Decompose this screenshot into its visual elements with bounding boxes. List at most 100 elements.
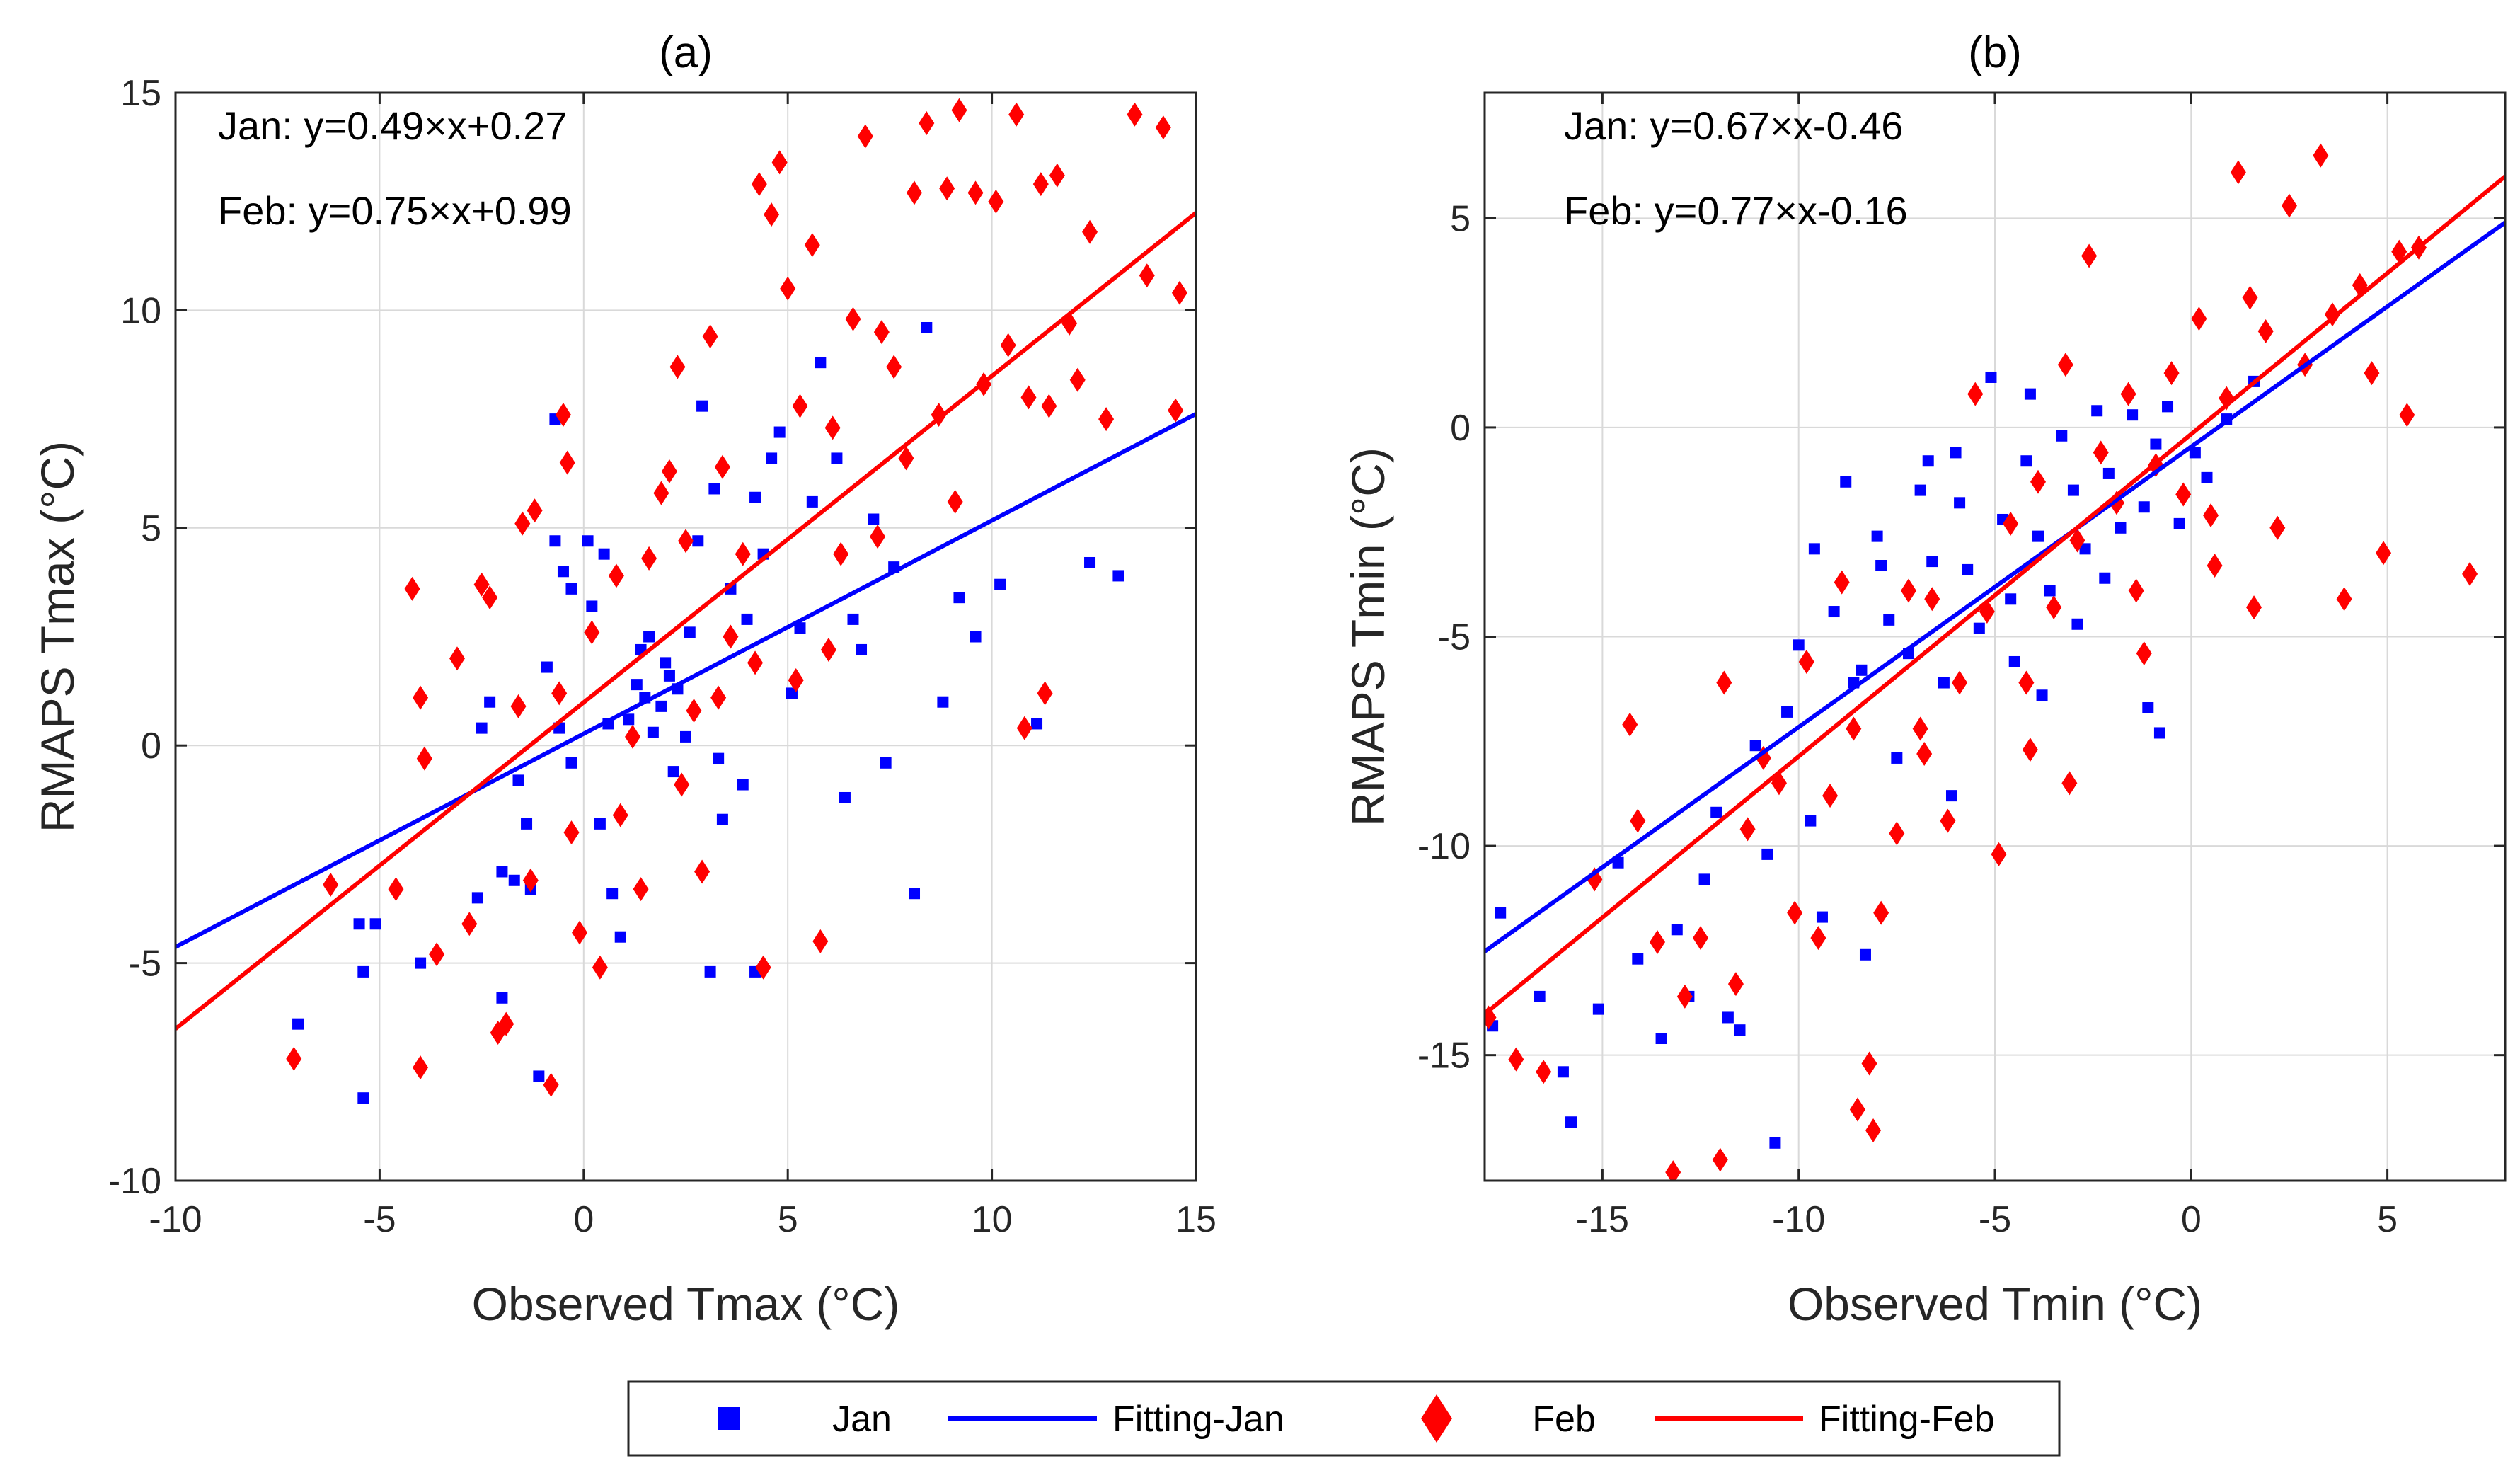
data-point-feb [527, 498, 543, 523]
data-point-jan [1592, 1003, 1604, 1015]
data-point-feb [633, 877, 649, 902]
data-point-feb [1155, 115, 1171, 140]
data-point-feb [2046, 595, 2062, 620]
fit-equation: Jan: y=0.49×x+0.27 [218, 103, 568, 148]
data-point-jan [594, 818, 606, 830]
data-point-feb [1037, 681, 1053, 706]
data-point-jan [921, 321, 933, 333]
data-point-feb [2207, 554, 2223, 578]
data-point-jan [1557, 1066, 1569, 1078]
data-point-feb [559, 450, 575, 475]
data-point-jan [508, 874, 520, 886]
series-jan [1487, 371, 2260, 1149]
data-point-feb [2257, 319, 2274, 343]
data-point-feb [951, 98, 967, 122]
y-tick-label: -15 [1417, 1036, 1471, 1077]
data-point-jan [880, 757, 892, 769]
data-point-jan [1883, 614, 1895, 626]
panel-b: -15 -10 -5 0 5 -15 -10 -5 0 5 Jan: y=0.67×x-0.46 Fe… [1342, 28, 2507, 1330]
data-point-jan [1973, 622, 1985, 634]
data-point-feb [812, 929, 829, 953]
data-point-feb [563, 820, 580, 845]
x-tick-label: -5 [363, 1199, 396, 1240]
x-tick-label: -15 [1576, 1199, 1629, 1240]
data-point-feb [2061, 771, 2078, 796]
data-point-jan [655, 700, 667, 712]
data-point-feb [2313, 143, 2329, 168]
legend: Jan Fitting-Jan Feb Fitting-Feb [627, 1380, 2061, 1457]
data-point-jan [484, 696, 496, 708]
data-point-jan [1950, 447, 1962, 459]
data-point-feb [1889, 821, 1905, 846]
data-point-feb [473, 572, 490, 597]
y-tick-label: 5 [141, 508, 161, 549]
data-point-jan [868, 513, 880, 525]
data-point-feb [1536, 1060, 1552, 1084]
y-tick-label: -10 [108, 1161, 161, 1202]
data-point-feb [710, 685, 727, 710]
data-point-feb [939, 176, 955, 201]
legend-label: Jan [832, 1399, 892, 1440]
data-point-feb [2030, 469, 2047, 494]
data-point-feb [1952, 670, 1968, 695]
gridlines [1485, 93, 2505, 1181]
data-point-jan [512, 774, 524, 786]
data-point-feb [2093, 440, 2109, 465]
data-point-feb [498, 1011, 514, 1036]
data-point-jan [533, 1070, 545, 1082]
data-point-jan [2071, 618, 2083, 630]
data-point-jan [847, 613, 859, 625]
data-point-jan [1793, 639, 1805, 651]
data-point-jan [713, 752, 725, 764]
data-point-feb [714, 454, 730, 479]
data-point-jan [647, 726, 659, 738]
data-point-feb [1049, 163, 1065, 188]
data-point-feb [1924, 587, 1940, 612]
x-tick-label: -10 [149, 1199, 202, 1240]
data-point-feb [792, 394, 808, 418]
data-point-jan [357, 1092, 369, 1104]
data-point-feb [323, 872, 339, 897]
data-point-jan [696, 400, 708, 412]
data-point-jan [2142, 701, 2154, 713]
data-point-feb [804, 233, 820, 258]
data-point-feb [2069, 528, 2085, 553]
data-point-jan [692, 535, 704, 547]
data-point-feb [1739, 817, 1756, 842]
data-point-jan [1840, 476, 1852, 488]
y-tick-label: 10 [120, 290, 161, 331]
data-point-feb [1508, 1047, 1524, 1072]
data-point-feb [543, 1072, 559, 1097]
data-point-feb [2191, 306, 2207, 331]
data-point-feb [2018, 670, 2035, 695]
data-point-feb [2230, 160, 2246, 185]
data-point-feb [2128, 578, 2144, 603]
data-point-feb [1727, 972, 1744, 997]
data-point-feb [1020, 385, 1037, 410]
data-point-jan [1761, 848, 1773, 860]
data-point-feb [2003, 511, 2019, 536]
data-point-jan [815, 357, 827, 369]
data-point-jan [704, 965, 716, 978]
data-point-jan [292, 1018, 304, 1030]
data-point-feb [1665, 1160, 1681, 1181]
data-point-jan [1710, 806, 1722, 818]
data-point-feb [2203, 503, 2219, 528]
data-point-jan [737, 779, 749, 791]
data-point-feb [641, 546, 657, 571]
data-point-feb [1168, 398, 1184, 423]
data-point-jan [909, 888, 921, 900]
fit-line-jan [1485, 220, 2505, 953]
data-point-jan [1922, 455, 1934, 467]
data-point-jan [1828, 606, 1840, 618]
x-tick-label: -5 [1979, 1199, 2011, 1240]
y-tick-label: 5 [1450, 198, 1471, 239]
data-point-jan [476, 722, 488, 734]
data-point-feb [612, 803, 628, 827]
data-point-feb [1810, 926, 1826, 951]
series-feb [286, 98, 1187, 1097]
data-point-jan [643, 631, 655, 643]
data-point-feb [625, 724, 641, 749]
data-point-jan [2189, 447, 2201, 459]
data-point-feb [1834, 570, 1850, 595]
